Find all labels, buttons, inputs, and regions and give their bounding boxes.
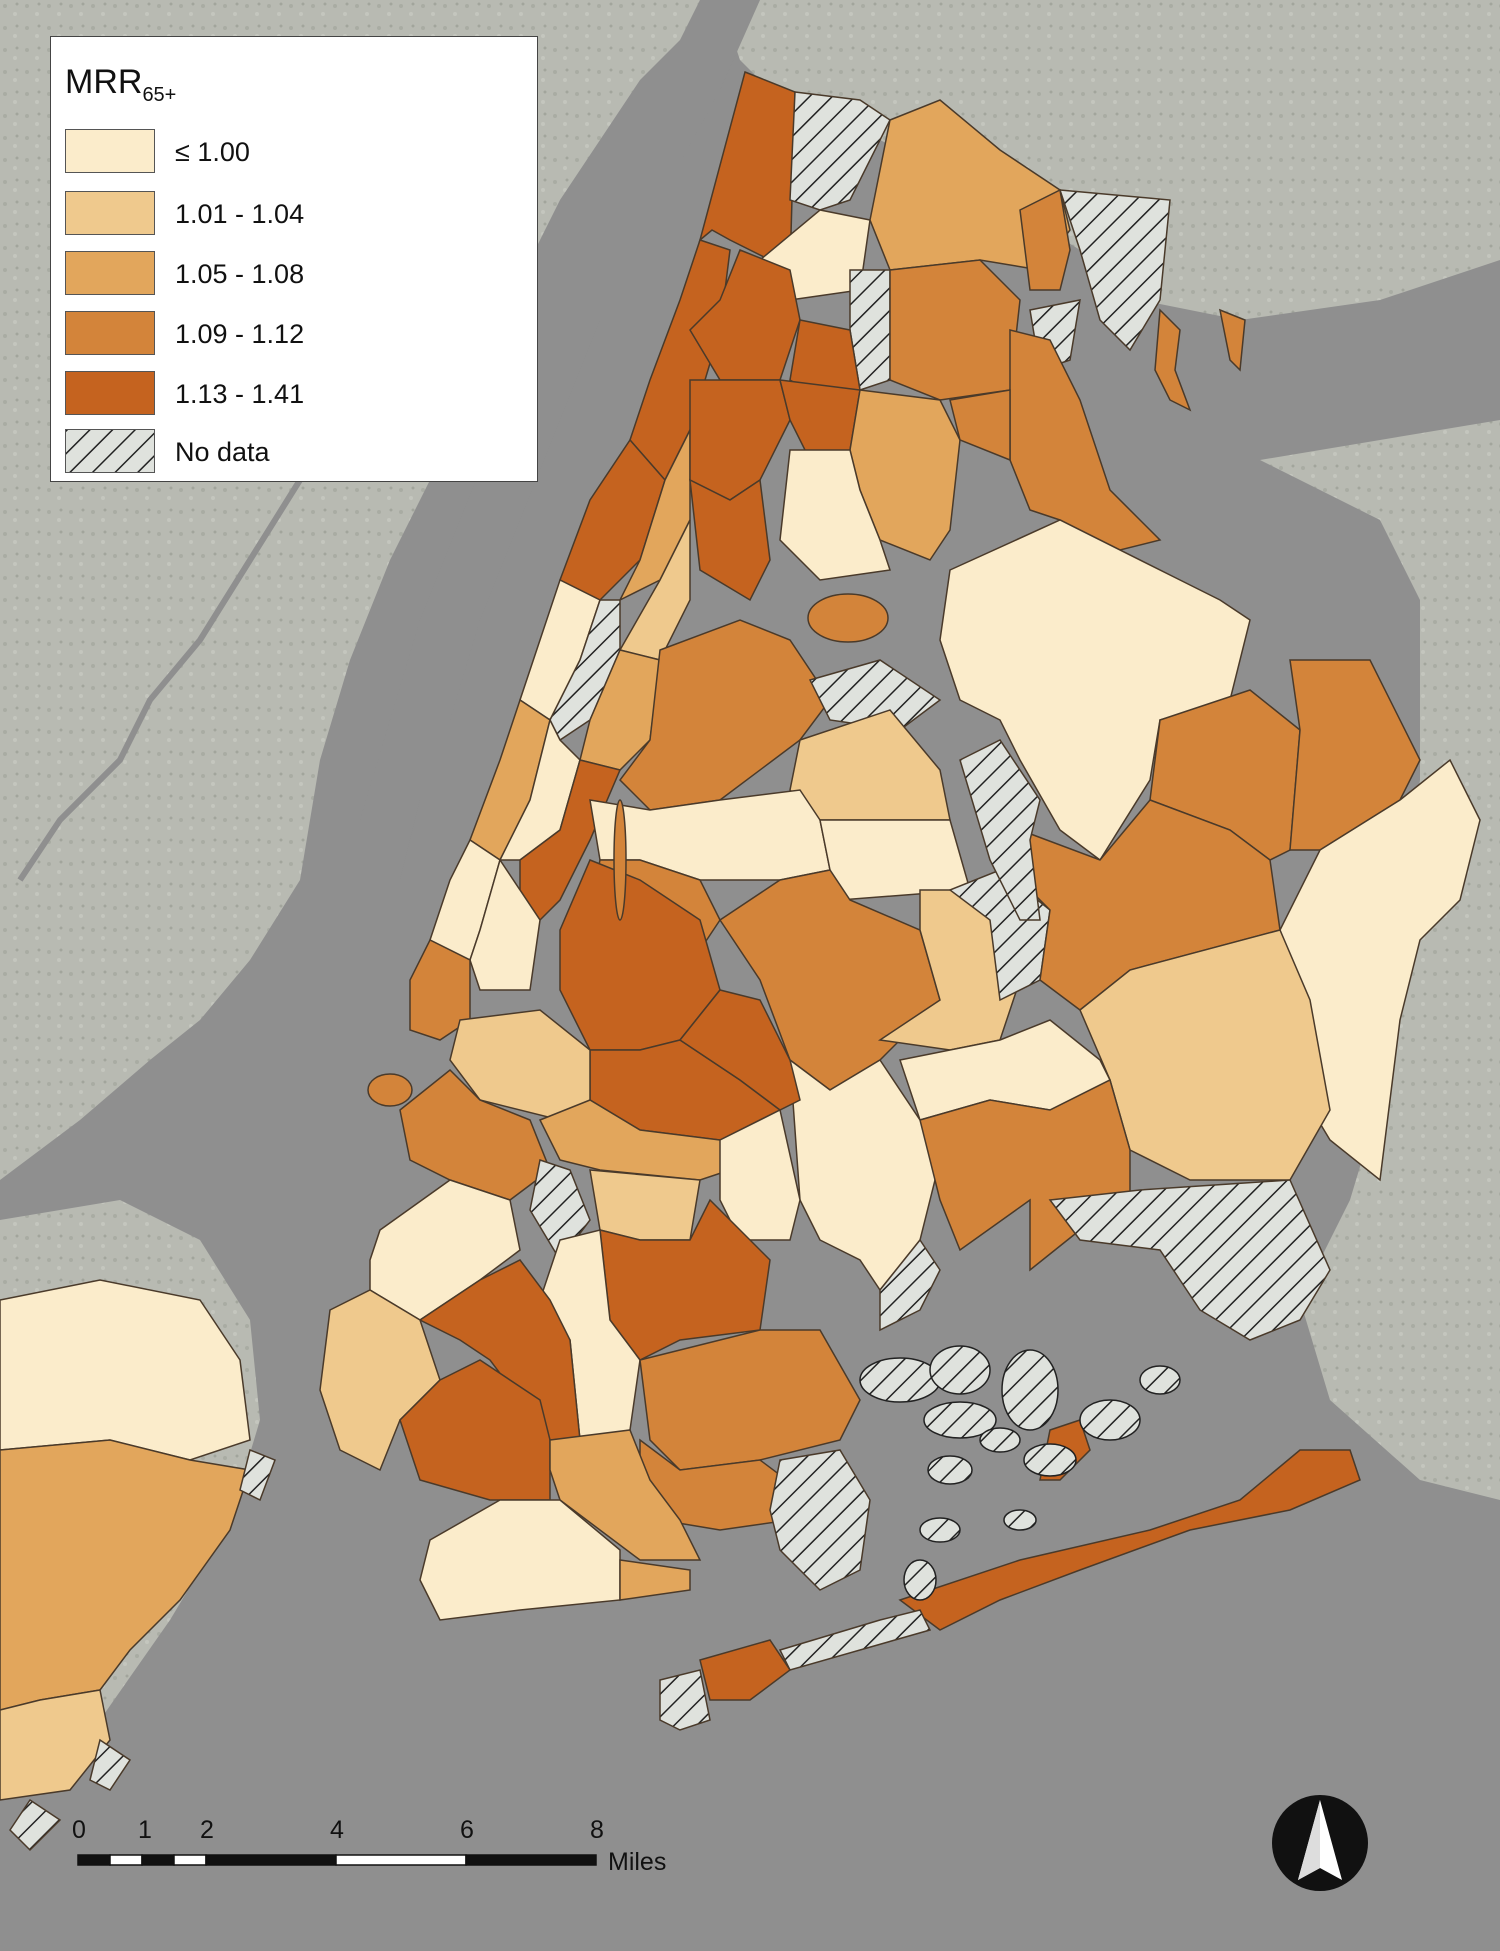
legend-item: 1.09 - 1.12 [65,311,505,359]
island [929,1345,991,1395]
district [1009,329,1162,551]
district [959,739,1041,921]
legend-item: 1.13 - 1.41 [65,371,505,419]
district [699,1639,792,1701]
legend: MRR65+ ≤ 1.00 1.01 - 1.04 1.05 - 1.08 1.… [50,36,538,482]
island [1001,1349,1059,1431]
legend-label: 1.13 - 1.41 [175,379,305,409]
scale-segment [335,1854,467,1866]
island [903,1559,937,1601]
legend-label: 1.09 - 1.12 [175,319,305,349]
district [939,519,1251,862]
district [0,1689,111,1801]
district [589,1169,701,1241]
district [409,938,471,1041]
legend-item: No data [65,429,505,477]
manhattan-districts [409,70,796,1041]
queens-districts [589,519,1481,1341]
legend-title: MRR65+ [65,63,177,106]
district [1154,308,1192,412]
district [769,1449,871,1591]
island [927,1455,973,1485]
hudson-river [330,0,760,940]
scale-tick-label: 0 [72,1816,86,1844]
scale-segment [173,1854,207,1866]
jamaica-bay-islands [859,1345,1181,1601]
district [549,1429,702,1561]
scale-segment [77,1854,111,1866]
district [808,659,942,731]
district [678,989,801,1111]
district [689,478,771,602]
scale-unit-label: Miles [608,1848,667,1876]
governors-island [367,1073,413,1107]
district [849,269,891,391]
island [1139,1365,1181,1395]
island [1003,1509,1037,1531]
legend-label: ≤ 1.00 [175,137,250,167]
bronx-districts [689,91,1246,602]
island [1079,1399,1141,1441]
staten-island-districts [0,1279,276,1852]
district [469,858,541,991]
scale-segment [465,1854,597,1866]
harbor-islands [367,593,889,1107]
district [659,1669,711,1731]
district [949,389,1011,462]
scale-segment [141,1854,175,1866]
rikers-island [807,593,889,643]
legend-swatch [65,371,155,415]
scale-tick-label: 6 [460,1816,474,1844]
district [889,259,1021,401]
brooklyn-districts [319,859,871,1621]
district [619,619,831,811]
district [1019,188,1071,291]
scale-tick-label: 2 [200,1816,214,1844]
district [719,1108,801,1241]
island [859,1357,941,1403]
district [89,1738,132,1791]
island [923,1401,997,1439]
island [979,1427,1021,1453]
district [898,1449,1361,1631]
district [789,91,891,211]
legend-swatch [65,251,155,295]
legend-label: 1.01 - 1.04 [175,199,305,229]
district [549,599,621,742]
district [9,1798,62,1852]
scale-segment [109,1854,143,1866]
nj-river [17,478,303,882]
district [879,1238,941,1332]
westchester-land [720,0,1500,320]
roosevelt-island [613,799,627,921]
legend-swatch [65,129,155,173]
legend-item: 1.01 - 1.04 [65,191,505,239]
legend-swatch-hatch [65,429,155,473]
district [1218,308,1246,372]
district [1048,1179,1331,1341]
district [639,1329,861,1471]
district [1058,189,1171,352]
legend-item: ≤ 1.00 [65,129,505,177]
legend-label: 1.05 - 1.08 [175,259,305,289]
district [239,1448,276,1502]
scale-segment [205,1854,337,1866]
scale-tick-label: 1 [138,1816,152,1844]
legend-swatch [65,191,155,235]
legend-item: 1.05 - 1.08 [65,251,505,299]
island [1023,1443,1077,1477]
island [919,1517,961,1543]
legend-label: No data [175,437,270,467]
scale-tick-label: 4 [330,1816,344,1844]
north-arrow-icon [1272,1795,1368,1891]
scale-tick-label: 8 [590,1816,604,1844]
district [819,819,971,901]
district [619,1559,691,1601]
long-island-land [1260,420,1500,1500]
district [779,449,891,581]
legend-swatch [65,311,155,355]
scale-bar [77,1854,597,1866]
